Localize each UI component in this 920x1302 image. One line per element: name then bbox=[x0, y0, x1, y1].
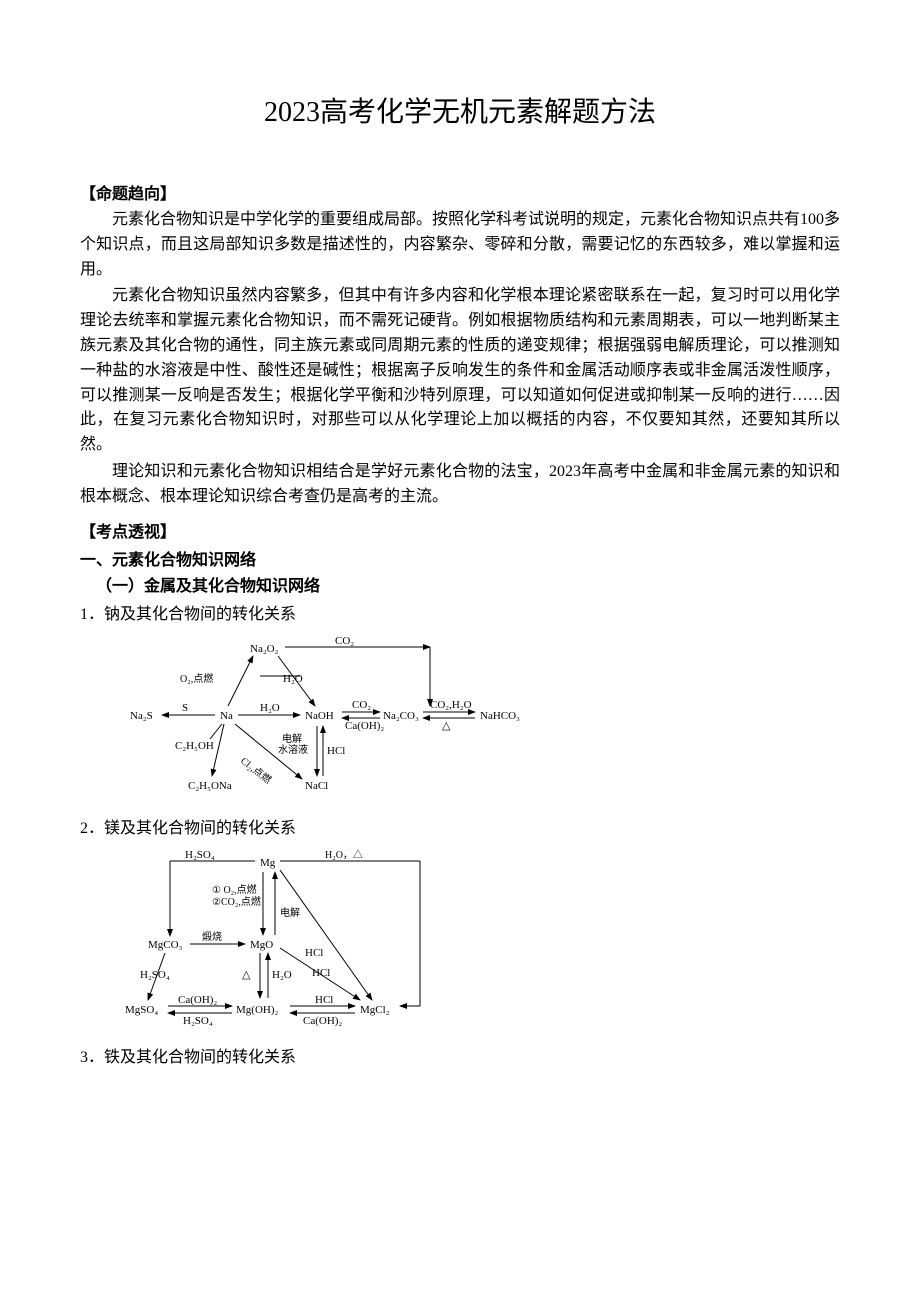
node-mg: Mg bbox=[260, 857, 276, 869]
list-item-3: 3．铁及其化合物间的转化关系 bbox=[80, 1043, 840, 1067]
edge-label: S bbox=[182, 702, 188, 714]
edge-label: H₂O bbox=[272, 969, 292, 981]
outline-level1: 一、元素化合物知识网络 bbox=[80, 546, 840, 570]
node-na2o2: Na₂O₂ bbox=[250, 643, 279, 655]
node-na: Na bbox=[220, 710, 233, 722]
edge-label: CO₂ bbox=[352, 699, 371, 711]
edge-label: CO₂,H₂O bbox=[430, 699, 472, 711]
list-item-2: 2．镁及其化合物间的转化关系 bbox=[80, 814, 840, 838]
node-nahco3: NaHCO₃ bbox=[480, 710, 520, 722]
edge-label: HCl bbox=[327, 745, 345, 757]
edge-label: △ bbox=[242, 969, 251, 981]
section-header-trends: 【命题趋向】 bbox=[80, 180, 840, 204]
edge-label: ②CO₂,点燃 bbox=[212, 895, 261, 908]
node-mgso4: MgSO₄ bbox=[125, 1004, 158, 1016]
edge-label: H₂O，△ bbox=[325, 849, 363, 861]
edge-label: Ca(OH)₂ bbox=[178, 994, 217, 1006]
sodium-diagram: Na₂O₂ Na₂S Na NaOH Na₂CO₃ NaHCO₃ C₂H₅OH … bbox=[120, 634, 840, 804]
node-na2s: Na₂S bbox=[130, 710, 153, 722]
edge-label: Cl₂,点燃 bbox=[238, 754, 274, 786]
edge-label: HCl bbox=[315, 994, 333, 1006]
edge-label: HCl bbox=[312, 967, 330, 979]
edge-label: Ca(OH)₂ bbox=[345, 720, 384, 732]
section-header-points: 【考点透视】 bbox=[80, 518, 840, 542]
edge-label: H₂O bbox=[283, 673, 303, 685]
edge-label: CO₂ bbox=[335, 635, 354, 647]
paragraph: 元素化合物知识是中学化学的重要组成局部。按照化学科考试说明的规定，元素化合物知识… bbox=[80, 208, 840, 282]
paragraph: 理论知识和元素化合物知识相结合是学好元素化合物的法宝，2023年高考中金属和非金… bbox=[80, 460, 840, 510]
edge-label: H₂SO₄ bbox=[140, 969, 170, 981]
page-title: 2023高考化学无机元素解题方法 bbox=[80, 90, 840, 130]
magnesium-diagram: Mg MgCO₃ MgO MgSO₄ Mg(OH)₂ MgCl₂ H₂SO₄ H… bbox=[120, 848, 840, 1033]
edge-label: HCl bbox=[305, 947, 323, 959]
list-item-1: 1．钠及其化合物间的转化关系 bbox=[80, 600, 840, 624]
edge-label: Ca(OH)₂ bbox=[303, 1015, 342, 1027]
node-naoh: NaOH bbox=[305, 710, 334, 722]
edge-label: H₂O bbox=[260, 702, 280, 714]
edge-label: 电解 bbox=[282, 732, 302, 745]
node-mgoh2: Mg(OH)₂ bbox=[236, 1004, 278, 1016]
outline-level2: （一）金属及其化合物知识网络 bbox=[80, 572, 840, 596]
edge-label: H₂SO₄ bbox=[183, 1015, 213, 1027]
node-nacl: NaCl bbox=[305, 780, 328, 792]
edge-label: △ bbox=[442, 720, 451, 732]
node-c2h5oh: C₂H₅OH bbox=[175, 740, 214, 752]
node-mgcl2: MgCl₂ bbox=[360, 1004, 390, 1016]
node-c2h5ona: C₂H₅ONa bbox=[188, 780, 232, 792]
node-mgo: MgO bbox=[250, 939, 273, 951]
edge-label: 水溶液 bbox=[278, 743, 308, 756]
edge-label: H₂SO₄ bbox=[185, 849, 215, 861]
paragraph: 元素化合物知识虽然内容繁多，但其中有许多内容和化学根本理论紧密联系在一起，复习时… bbox=[80, 284, 840, 458]
edge-label: 电解 bbox=[280, 906, 300, 919]
node-na2co3: Na₂CO₃ bbox=[383, 710, 419, 722]
edge-label: 煅烧 bbox=[202, 930, 222, 943]
edge-label: ① O₂,点燃 bbox=[212, 883, 257, 896]
edge-label: O₂,点燃 bbox=[180, 672, 213, 685]
node-mgco3: MgCO₃ bbox=[148, 939, 183, 951]
